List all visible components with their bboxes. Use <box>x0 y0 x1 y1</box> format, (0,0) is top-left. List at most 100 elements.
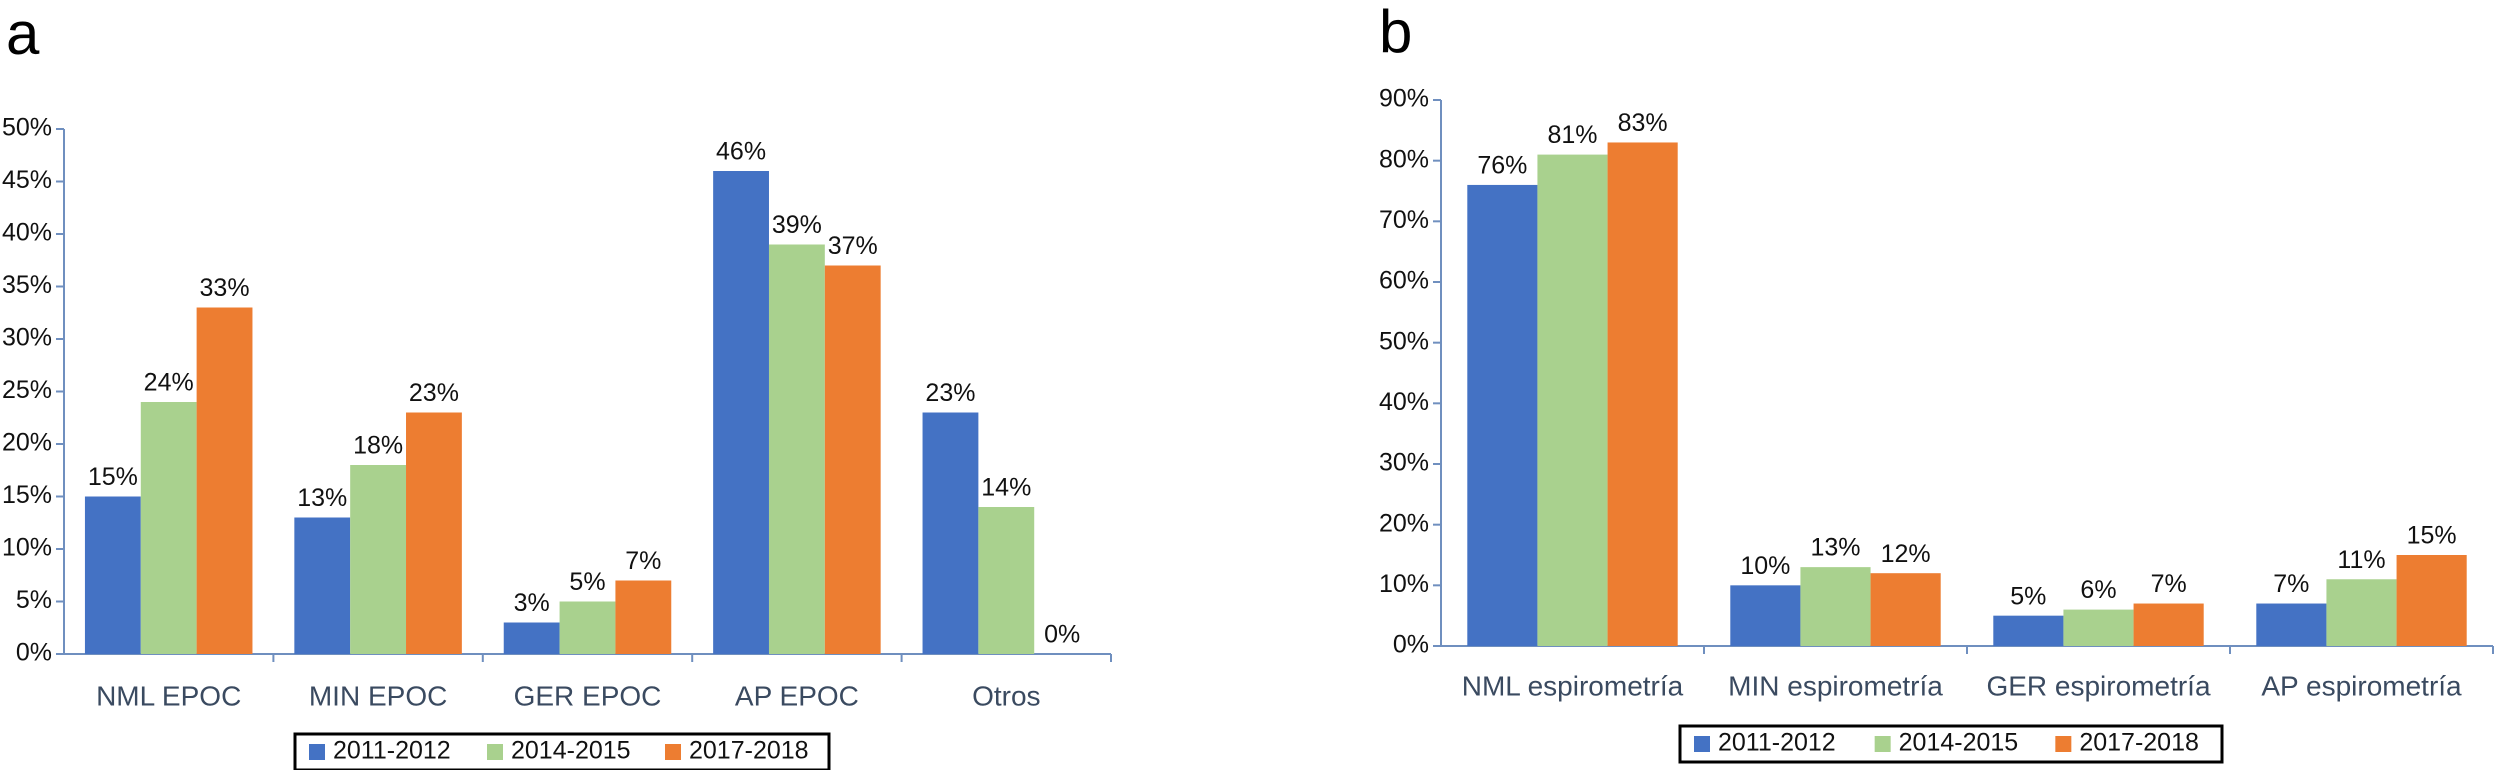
bar <box>713 171 769 654</box>
legend-swatch <box>487 744 503 760</box>
y-tick-label: 60% <box>1379 267 1429 295</box>
y-tick-label: 50% <box>1379 327 1429 355</box>
x-tick-label: MIN espirometría <box>1728 670 1943 701</box>
y-tick-label: 90% <box>1379 85 1429 113</box>
bar <box>768 244 825 654</box>
y-tick-label: 15% <box>2 481 52 509</box>
x-tick-label: Otros <box>972 680 1040 711</box>
bar <box>824 265 881 654</box>
bar <box>2396 555 2467 646</box>
bar <box>2326 579 2397 646</box>
bar <box>978 507 1035 654</box>
value-label: 81% <box>1547 121 1597 149</box>
value-label: 83% <box>1618 109 1668 137</box>
value-label: 11% <box>2337 546 2385 574</box>
legend-label: 2011-2012 <box>333 737 451 765</box>
x-tick-label: AP espirometría <box>2261 670 2462 701</box>
y-tick-label: 10% <box>1379 570 1429 598</box>
legend-label: 2011-2012 <box>1718 729 1836 757</box>
bar <box>615 580 672 654</box>
x-tick-label: GER EPOC <box>514 680 662 711</box>
bar <box>2063 609 2134 646</box>
y-tick-label: 5% <box>16 586 52 614</box>
bar <box>350 465 407 654</box>
legend-box <box>293 732 831 770</box>
y-tick-label: 10% <box>2 534 52 562</box>
y-tick-label: 20% <box>1379 509 1429 537</box>
legend-swatch <box>309 744 325 760</box>
legend-swatch <box>2055 736 2072 752</box>
bar <box>1870 573 1941 646</box>
value-label: 23% <box>925 379 975 407</box>
value-label: 24% <box>144 369 194 397</box>
bar <box>1467 184 1538 646</box>
y-tick-label: 30% <box>1379 449 1429 477</box>
value-label: 6% <box>2080 576 2116 604</box>
y-tick-label: 35% <box>2 271 52 299</box>
legend-swatch <box>1694 736 1710 752</box>
bar <box>294 517 351 654</box>
value-label: 23% <box>409 379 459 407</box>
x-tick-label: AP EPOC <box>735 680 859 711</box>
y-tick-label: 0% <box>16 639 52 667</box>
bar <box>196 307 253 654</box>
value-label: 15% <box>88 463 138 491</box>
x-tick-label: MIN EPOC <box>309 680 447 711</box>
y-tick-label: 25% <box>2 376 52 404</box>
bar <box>922 412 979 654</box>
x-tick-label: NML EPOC <box>96 680 241 711</box>
legend-swatch <box>1874 736 1891 752</box>
panel-label: a <box>6 0 40 67</box>
x-tick-label: GER espirometría <box>1986 670 2210 701</box>
bar <box>1730 585 1801 646</box>
legend-swatch <box>665 744 681 760</box>
y-tick-label: 40% <box>2 219 52 247</box>
panel-label: b <box>1379 0 1412 65</box>
bar <box>2133 603 2204 646</box>
legend-label: 2014-2015 <box>1899 729 2019 757</box>
value-label: 33% <box>200 274 250 302</box>
bar <box>559 601 616 654</box>
value-label: 46% <box>716 138 766 166</box>
value-label: 7% <box>625 547 661 575</box>
value-label: 10% <box>1740 552 1790 580</box>
bar <box>1607 142 1678 646</box>
value-label: 15% <box>2407 522 2457 550</box>
bar <box>406 412 462 654</box>
bar <box>1993 615 2064 646</box>
y-tick-label: 40% <box>1379 388 1429 416</box>
value-label: 3% <box>514 589 550 617</box>
value-label: 13% <box>1810 534 1860 562</box>
value-label: 76% <box>1477 152 1527 180</box>
y-tick-label: 80% <box>1379 145 1429 173</box>
bar <box>503 622 560 654</box>
y-tick-label: 45% <box>2 166 52 194</box>
legend-label: 2017-2018 <box>2079 729 2199 757</box>
value-label: 39% <box>772 211 822 239</box>
value-label: 18% <box>353 432 403 460</box>
bar <box>84 496 141 654</box>
x-tick-label: NML espirometría <box>1462 670 1684 701</box>
y-tick-label: 50% <box>2 114 52 142</box>
legend-label: 2017-2018 <box>689 737 809 765</box>
value-label: 7% <box>2273 570 2309 598</box>
value-label: 37% <box>828 232 878 260</box>
legend-box <box>1678 724 2224 764</box>
legend-label: 2014-2015 <box>511 737 631 765</box>
value-label: 14% <box>981 474 1031 502</box>
value-label: 12% <box>1881 540 1931 568</box>
value-label: 13% <box>297 484 347 512</box>
value-label: 5% <box>569 568 605 596</box>
y-tick-label: 70% <box>1379 206 1429 234</box>
bar <box>1800 567 1871 646</box>
bar <box>1537 154 1608 646</box>
bar <box>140 402 197 654</box>
y-tick-label: 0% <box>1393 631 1429 659</box>
bar <box>2256 603 2327 646</box>
value-label: 5% <box>2010 582 2046 610</box>
value-label: 0% <box>1044 621 1080 649</box>
value-label: 7% <box>2151 570 2187 598</box>
y-tick-label: 30% <box>2 324 52 352</box>
